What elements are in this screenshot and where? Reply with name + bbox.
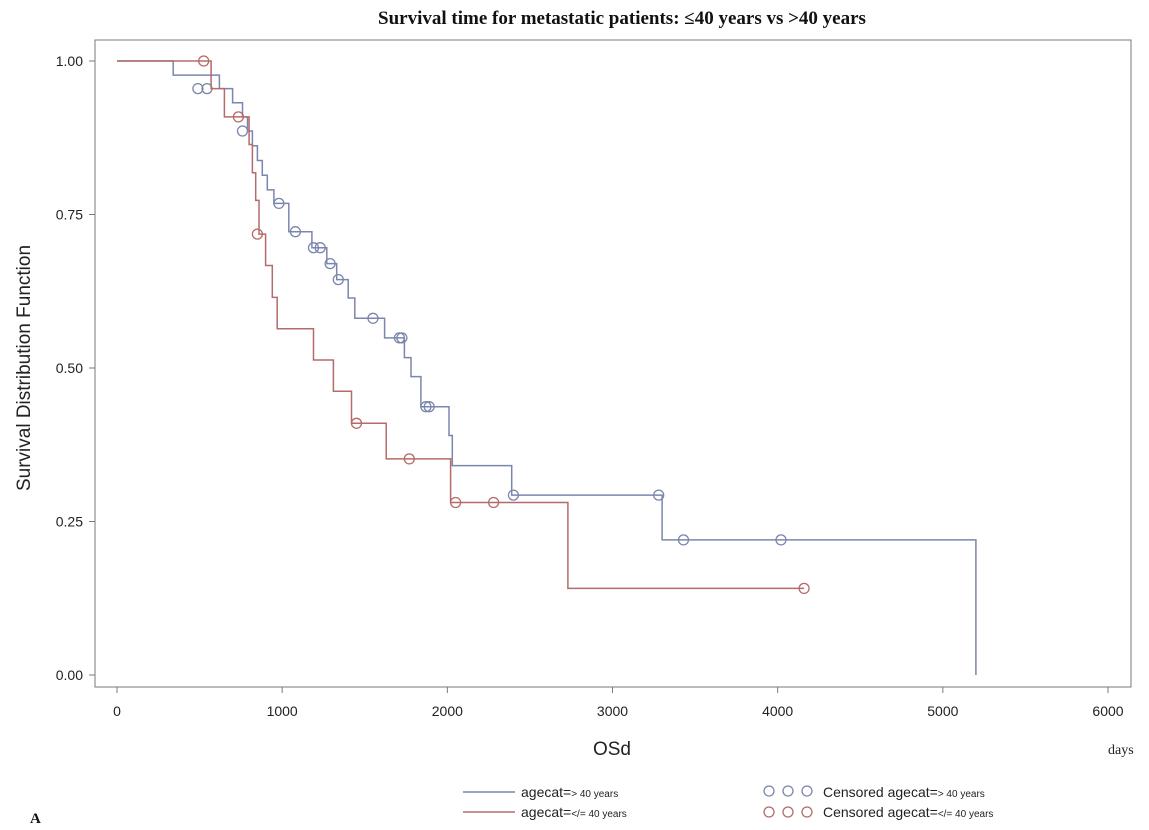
y-axis: 0.00 0.25 0.50 0.75 1.00	[56, 53, 95, 683]
legend: agecat=> 40 years agecat=</= 40 years Ce…	[463, 784, 993, 820]
censored-point-over-40	[236, 125, 249, 137]
censored-point-under-40	[798, 582, 810, 595]
censored-point-under-40	[198, 55, 210, 67]
censored-point-over-40	[324, 257, 336, 270]
x-tick-label: 2000	[432, 703, 463, 719]
legend-censored-label-under-40: Censored agecat=</= 40 years	[823, 804, 993, 820]
censored-point-over-40	[677, 534, 690, 546]
x-tick-label: 6000	[1092, 703, 1123, 719]
censored-point-over-40	[396, 332, 408, 344]
censored-point-under-40	[449, 496, 462, 509]
censored-point-under-40	[232, 111, 245, 123]
legend-label-over-40: agecat=> 40 years	[521, 784, 618, 800]
x-axis-title: OSd	[593, 739, 631, 760]
censored-point-over-40	[653, 489, 665, 501]
panel-label: A	[30, 811, 41, 827]
legend-label-under-40: agecat=</= 40 years	[521, 804, 627, 820]
legend-censored-markers-under-40	[763, 806, 813, 818]
x-tick-label: 4000	[762, 703, 793, 719]
censored-point-under-40	[403, 453, 415, 465]
y-tick-label: 0.50	[56, 360, 83, 376]
y-tick-label: 0.25	[56, 514, 83, 530]
series-layer	[117, 55, 977, 675]
censored-point-over-40	[507, 489, 520, 501]
x-tick-label: 0	[113, 703, 121, 719]
censored-point-under-40	[251, 228, 264, 240]
y-axis-title: Survival Distribution Function	[14, 245, 35, 491]
censored-point-over-40	[423, 401, 435, 413]
x-axis: 0 1000 2000 3000 4000 5000 6000	[113, 687, 1124, 719]
censored-point-over-40	[367, 312, 379, 324]
censored-point-over-40	[775, 534, 787, 546]
y-tick-label: 1.00	[56, 53, 83, 69]
censored-point-over-40	[332, 273, 344, 286]
x-tick-label: 1000	[267, 703, 298, 719]
y-tick-label: 0.00	[56, 667, 83, 683]
censored-point-over-40	[289, 226, 302, 238]
censored-point-under-40	[487, 496, 500, 509]
censored-point-over-40	[307, 242, 320, 254]
censored-point-under-40	[350, 417, 363, 429]
x-axis-units: days	[1108, 743, 1134, 758]
legend-censored-markers-over-40	[763, 785, 813, 797]
series-line-over-40	[117, 60, 977, 675]
legend-censored-label-over-40: Censored agecat=> 40 years	[823, 784, 985, 800]
y-tick-label: 0.75	[56, 207, 83, 223]
censored-point-over-40	[420, 401, 432, 413]
censored-point-over-40	[192, 82, 204, 95]
chart-title: Survival time for metastatic patients: ≤…	[378, 8, 866, 29]
series-line-under-40	[117, 60, 805, 590]
x-tick-label: 3000	[597, 703, 628, 719]
x-tick-label: 5000	[927, 703, 958, 719]
censored-point-over-40	[314, 242, 326, 254]
censored-point-over-40	[273, 197, 285, 210]
